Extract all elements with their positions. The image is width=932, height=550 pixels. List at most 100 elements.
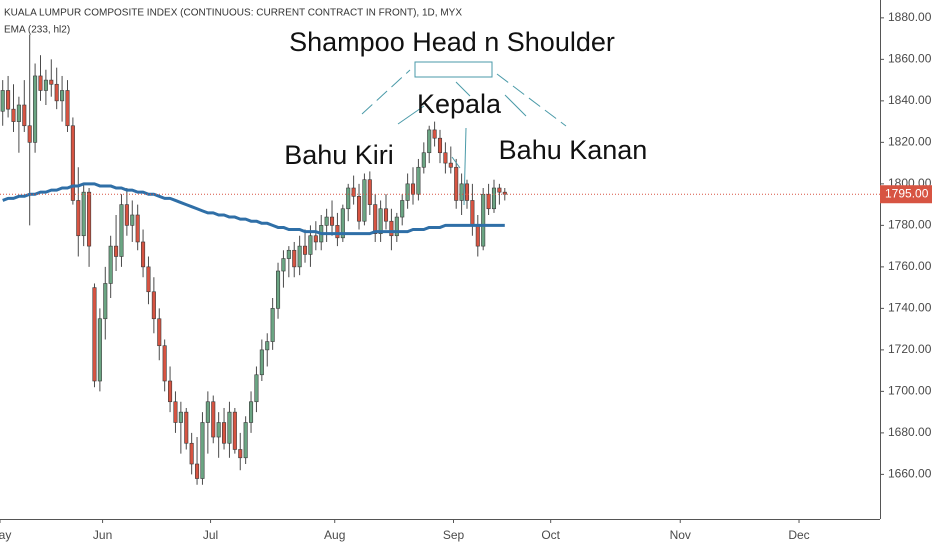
- candle-body: [329, 216, 335, 226]
- trend-line: [463, 127, 467, 206]
- candle-body: [189, 442, 194, 465]
- candle-body: [254, 374, 259, 403]
- x-tick-label: May: [0, 528, 11, 542]
- candle-body: [216, 422, 221, 438]
- candle-body: [459, 183, 464, 201]
- candle-body: [227, 411, 232, 444]
- candle-body: [276, 270, 281, 309]
- annotation: Bahu Kiri: [284, 140, 394, 170]
- indicator-label: EMA (233, hl2): [4, 25, 70, 36]
- candle-body: [394, 216, 399, 237]
- trend-line: [397, 105, 425, 125]
- candle-body: [405, 183, 410, 201]
- candle-body: [286, 249, 291, 259]
- candle-body: [270, 308, 275, 342]
- candle-body: [373, 204, 378, 234]
- y-tick-label: 1720.00: [888, 342, 932, 356]
- candle-body: [87, 191, 92, 247]
- candle-body: [76, 200, 81, 237]
- candle-body: [103, 283, 108, 320]
- candle-body: [389, 220, 394, 237]
- candle-body: [205, 401, 210, 423]
- x-tick-label: Aug: [324, 528, 345, 542]
- candle-body: [464, 183, 470, 201]
- y-tick-label: 1680.00: [888, 425, 932, 439]
- candle-body: [151, 291, 156, 320]
- candle-body: [448, 162, 453, 168]
- candle-body: [249, 401, 254, 423]
- candle-body: [130, 214, 135, 226]
- candle-body: [367, 179, 372, 205]
- head-box: [414, 61, 493, 78]
- candle-body: [454, 166, 459, 201]
- candle-body: [157, 318, 162, 347]
- candle-body: [292, 249, 297, 268]
- candle-body: [119, 204, 124, 257]
- annotation: Kepala: [417, 89, 502, 119]
- chart-title: KUALA LUMPUR COMPOSITE INDEX (CONTINUOUS…: [4, 8, 462, 19]
- candle-body: [410, 183, 416, 195]
- y-tick-label: 1660.00: [888, 467, 932, 481]
- candle-body: [200, 422, 205, 479]
- trend-line: [361, 69, 411, 115]
- ema-line: [2, 182, 505, 236]
- trend-line: [496, 73, 567, 127]
- candle-body: [97, 318, 102, 382]
- candle-body: [195, 463, 200, 479]
- candle-body: [346, 187, 351, 210]
- plot-area: [0, 34, 880, 485]
- candle-body: [335, 225, 340, 239]
- x-tick-label: Jun: [93, 528, 112, 542]
- annotation: Shampoo Head n Shoulder: [289, 27, 615, 57]
- candle-body: [211, 401, 216, 438]
- candle-body: [173, 401, 178, 423]
- y-tick-label: 1840.00: [888, 93, 932, 107]
- candle-body: [141, 241, 146, 268]
- candle-body: [162, 345, 167, 382]
- candle-body: [0, 90, 5, 112]
- candle-body: [232, 411, 237, 450]
- trend-line: [504, 94, 527, 117]
- candle-body: [432, 129, 437, 139]
- candle-body: [184, 411, 189, 444]
- candle-body: [11, 108, 16, 122]
- annotation: Bahu Kanan: [499, 135, 648, 165]
- candle-body: [362, 179, 367, 222]
- x-tick-label: Sep: [443, 528, 465, 542]
- candle-body: [475, 225, 480, 247]
- candle-body: [421, 152, 426, 168]
- candle-body: [27, 125, 32, 143]
- y-tick-label: 1860.00: [888, 52, 932, 66]
- candle-body: [443, 152, 448, 164]
- candle-body: [297, 245, 302, 268]
- candle-body: [481, 193, 486, 247]
- candle-body: [33, 75, 38, 143]
- trend-line: [455, 81, 471, 97]
- candle-body: [16, 104, 21, 122]
- candle-body: [114, 245, 119, 257]
- candle-body: [49, 79, 54, 85]
- candle-body: [108, 245, 113, 284]
- candle-body: [38, 75, 43, 91]
- candle-body: [416, 166, 421, 195]
- candle-body: [400, 200, 405, 218]
- candle-body: [470, 200, 475, 226]
- candle-body: [135, 214, 140, 243]
- candle-body: [92, 287, 97, 382]
- candle-body: [383, 208, 389, 222]
- y-tick-label: 1760.00: [888, 259, 932, 273]
- candle-body: [6, 90, 11, 110]
- candle-body: [243, 422, 248, 459]
- y-tick-label: 1880.00: [888, 10, 932, 24]
- candle-body: [313, 235, 318, 243]
- candle-body: [70, 125, 75, 201]
- x-tick-label: Nov: [670, 528, 691, 542]
- candle-body: [146, 266, 151, 293]
- candle-body: [238, 449, 243, 459]
- candle-body: [486, 193, 491, 210]
- candle-body: [281, 258, 286, 272]
- candle-body: [356, 196, 362, 222]
- candle-body: [378, 208, 383, 234]
